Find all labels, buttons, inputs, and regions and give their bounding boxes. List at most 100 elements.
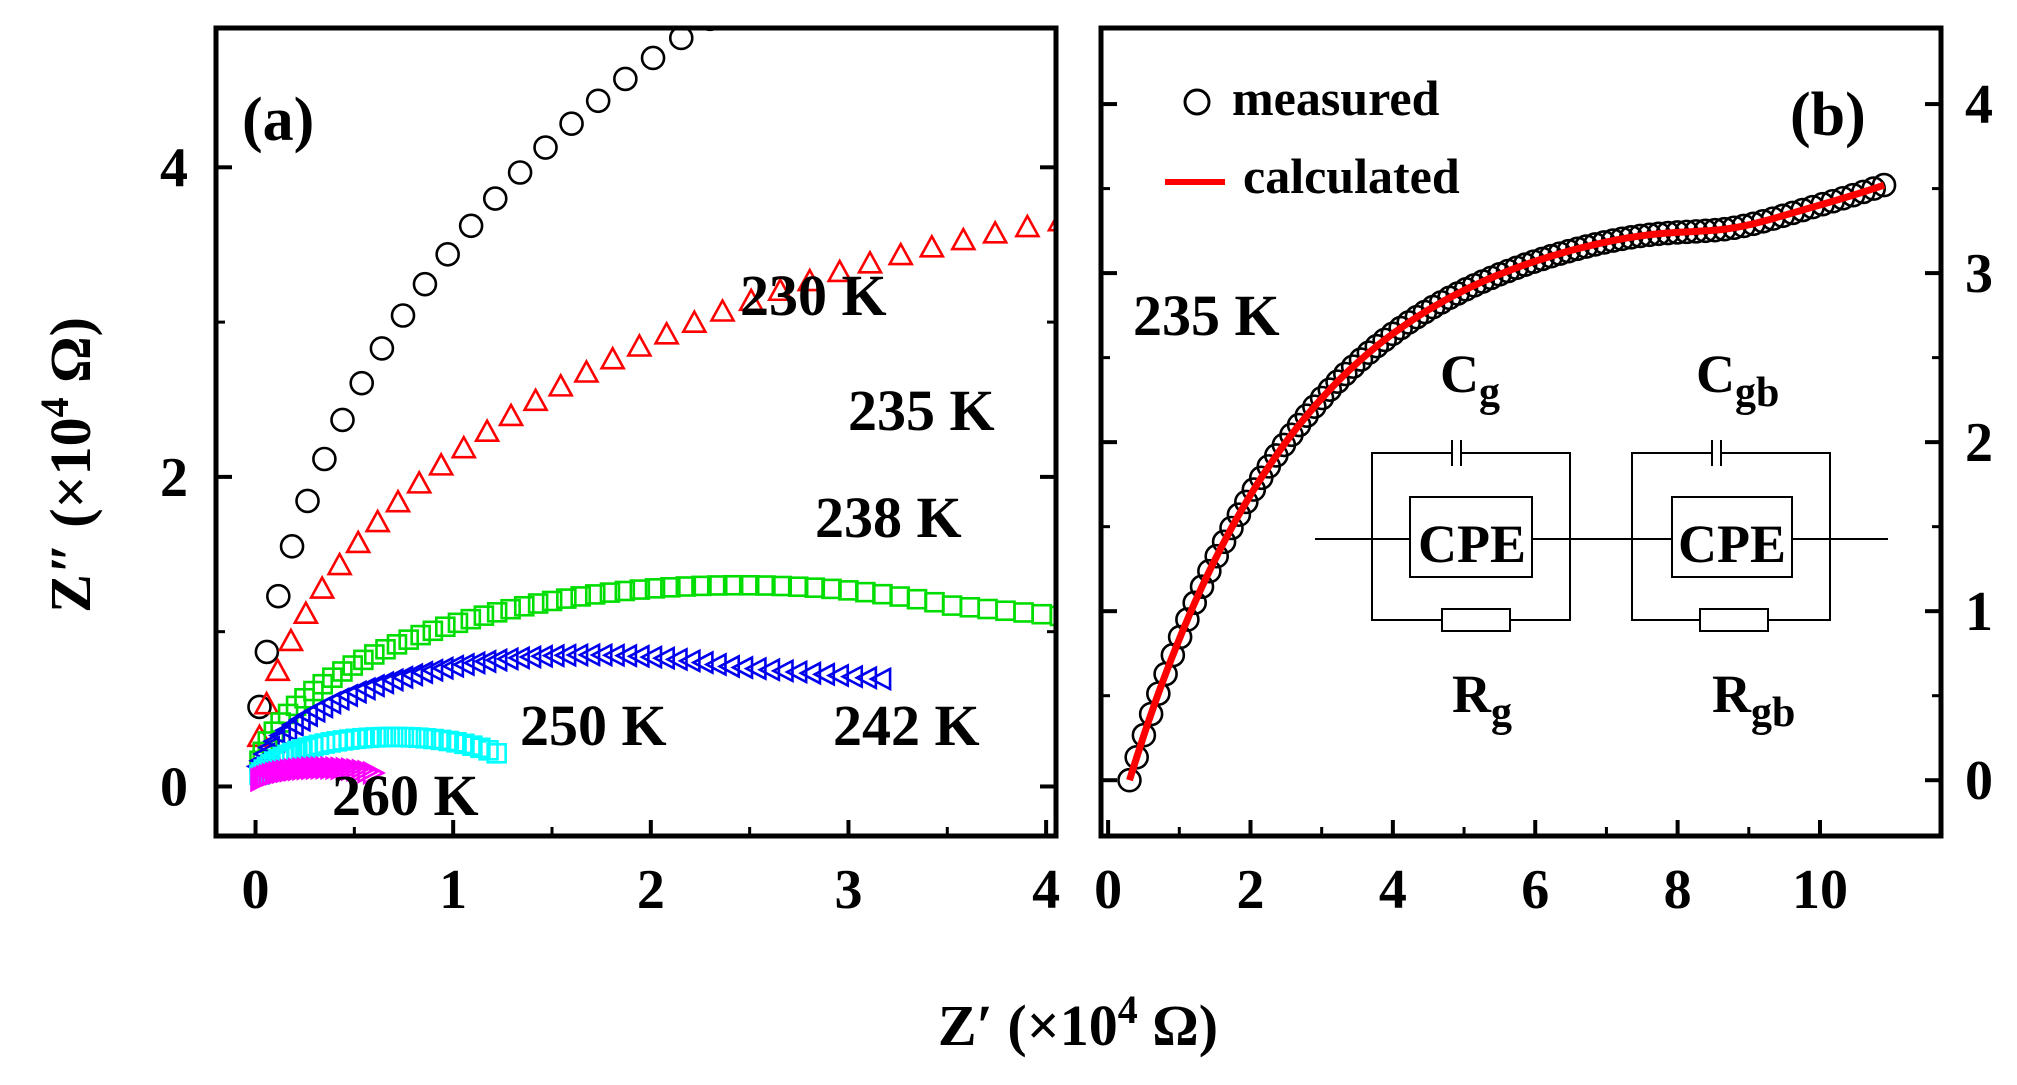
y-axis-label: Z″ (×104 Ω) (32, 317, 103, 613)
data-point-235-k (653, 320, 680, 345)
data-point-235-k (796, 267, 823, 292)
data-point-230-k (585, 88, 611, 114)
data-point-235-k (599, 345, 626, 370)
data-point-measured (1348, 347, 1374, 372)
data-point-measured (1325, 369, 1350, 394)
data-point-230-k (369, 336, 395, 361)
equivalent-circuit (1315, 440, 1888, 632)
data-point-measured (1364, 333, 1390, 359)
data-point-242-k (506, 645, 530, 671)
panel-b-xtick-label: 8 (1664, 859, 1692, 921)
legend-measured-label: measured (1232, 70, 1440, 126)
data-point-230-k (559, 111, 584, 136)
circuit-wire (1371, 539, 1442, 621)
data-point-238-k (771, 575, 793, 597)
cpe-box (1409, 496, 1533, 578)
data-point-238-k (738, 574, 760, 596)
panel-b-ytick-label: 4 (1965, 74, 1993, 136)
data-point-238-k (629, 579, 651, 600)
data-point-242-k (868, 666, 892, 692)
circuit-wire (1510, 539, 1571, 621)
data-point-250-k (486, 743, 507, 764)
data-point-238-k (787, 576, 809, 598)
data-point-measured (1356, 340, 1382, 366)
panel-a-label: (a) (242, 86, 314, 154)
data-point-238-k (332, 661, 353, 682)
data-point-242-k (784, 659, 808, 685)
data-point-235-k (626, 332, 653, 357)
data-point-230-k (640, 45, 666, 71)
data-point-235-k (547, 372, 574, 397)
panel-a-plot-area (245, 28, 1056, 793)
circuit-wire (1721, 452, 1831, 539)
data-point-242-k (798, 661, 822, 686)
data-point-230-k (312, 446, 337, 472)
data-point-242-k (811, 662, 836, 687)
data-point-238-k (889, 586, 910, 607)
panel-b-temperature-label: 235 K (1133, 283, 1280, 348)
data-point-242-k (716, 654, 741, 679)
data-point-260-k (351, 758, 375, 783)
data-point-230-k (330, 407, 355, 433)
data-point-230-k (295, 488, 320, 514)
data-point-measured (1340, 354, 1366, 379)
data-point-measured (1333, 361, 1358, 387)
data-point-238-k (1049, 605, 1056, 627)
data-point-242-k (462, 650, 486, 676)
panel-a-frame (213, 25, 1059, 839)
data-point-235-k (308, 574, 336, 599)
x-axis-label: Z′ (×104 Ω) (938, 987, 1218, 1058)
panel-a-ticks: 0 1 2 3 4 0 2 4 (160, 137, 1060, 921)
data-point-238-k (363, 644, 385, 665)
data-point-242-k (420, 658, 444, 683)
circuit-wire (1768, 539, 1831, 621)
data-point-235-k (981, 219, 1009, 244)
data-point-242-k (361, 673, 385, 698)
data-point-242-k (553, 643, 577, 668)
panel-a-xtick-label: 0 (242, 859, 270, 921)
data-point-260-k (340, 757, 365, 782)
data-point-242-k (614, 643, 638, 668)
data-point-242-k (430, 656, 454, 681)
data-point-235-k (767, 277, 794, 302)
circuit-wire (1631, 452, 1712, 539)
data-point-242-k (441, 654, 465, 679)
data-point-238-k (486, 602, 508, 623)
data-point-measured (1294, 403, 1320, 428)
data-point-260-k (357, 759, 381, 784)
data-point-235-k (856, 249, 884, 274)
data-point-238-k (513, 595, 535, 617)
panel-b-xtick-label: 0 (1094, 859, 1122, 921)
data-point-238-k (906, 588, 928, 610)
circuit-wire (1631, 539, 1700, 621)
data-point-230-k (458, 213, 484, 239)
panel-a-series-group (245, 28, 1056, 793)
data-point-242-k (664, 647, 688, 672)
data-point-238-k (398, 629, 419, 650)
panel-a: 0 1 2 3 4 0 2 4 (a) 230 K 235 K 238 K 242 K 250 K 26… (32, 25, 1060, 921)
data-point-230-k (412, 271, 438, 297)
data-point-242-k (601, 643, 625, 668)
data-point-235-k (427, 451, 455, 476)
data-point-250-k (365, 727, 387, 748)
data-point-238-k (977, 598, 998, 620)
data-point-235-k (364, 508, 391, 533)
panel-b-ytick-label: 2 (1965, 412, 1993, 474)
panel-b-ticks: 0 2 4 6 8 10 0 1 2 3 4 (1094, 74, 1993, 921)
data-point-238-k (599, 582, 621, 603)
data-point-242-k (529, 644, 553, 669)
data-point-measured (1302, 394, 1327, 419)
data-point-235-k (887, 241, 914, 266)
data-point-238-k (386, 634, 408, 655)
data-point-260-k (362, 760, 386, 786)
data-point-235-k (1014, 213, 1041, 238)
data-point-238-k (500, 598, 521, 620)
panel-b-xtick-label: 6 (1521, 859, 1549, 921)
data-point-238-k (342, 655, 364, 676)
data-point-235-k (826, 258, 853, 283)
data-point-235-k (384, 488, 412, 513)
data-point-242-k (390, 665, 414, 690)
data-point-238-k (473, 605, 495, 626)
data-point-230-k (266, 583, 291, 609)
